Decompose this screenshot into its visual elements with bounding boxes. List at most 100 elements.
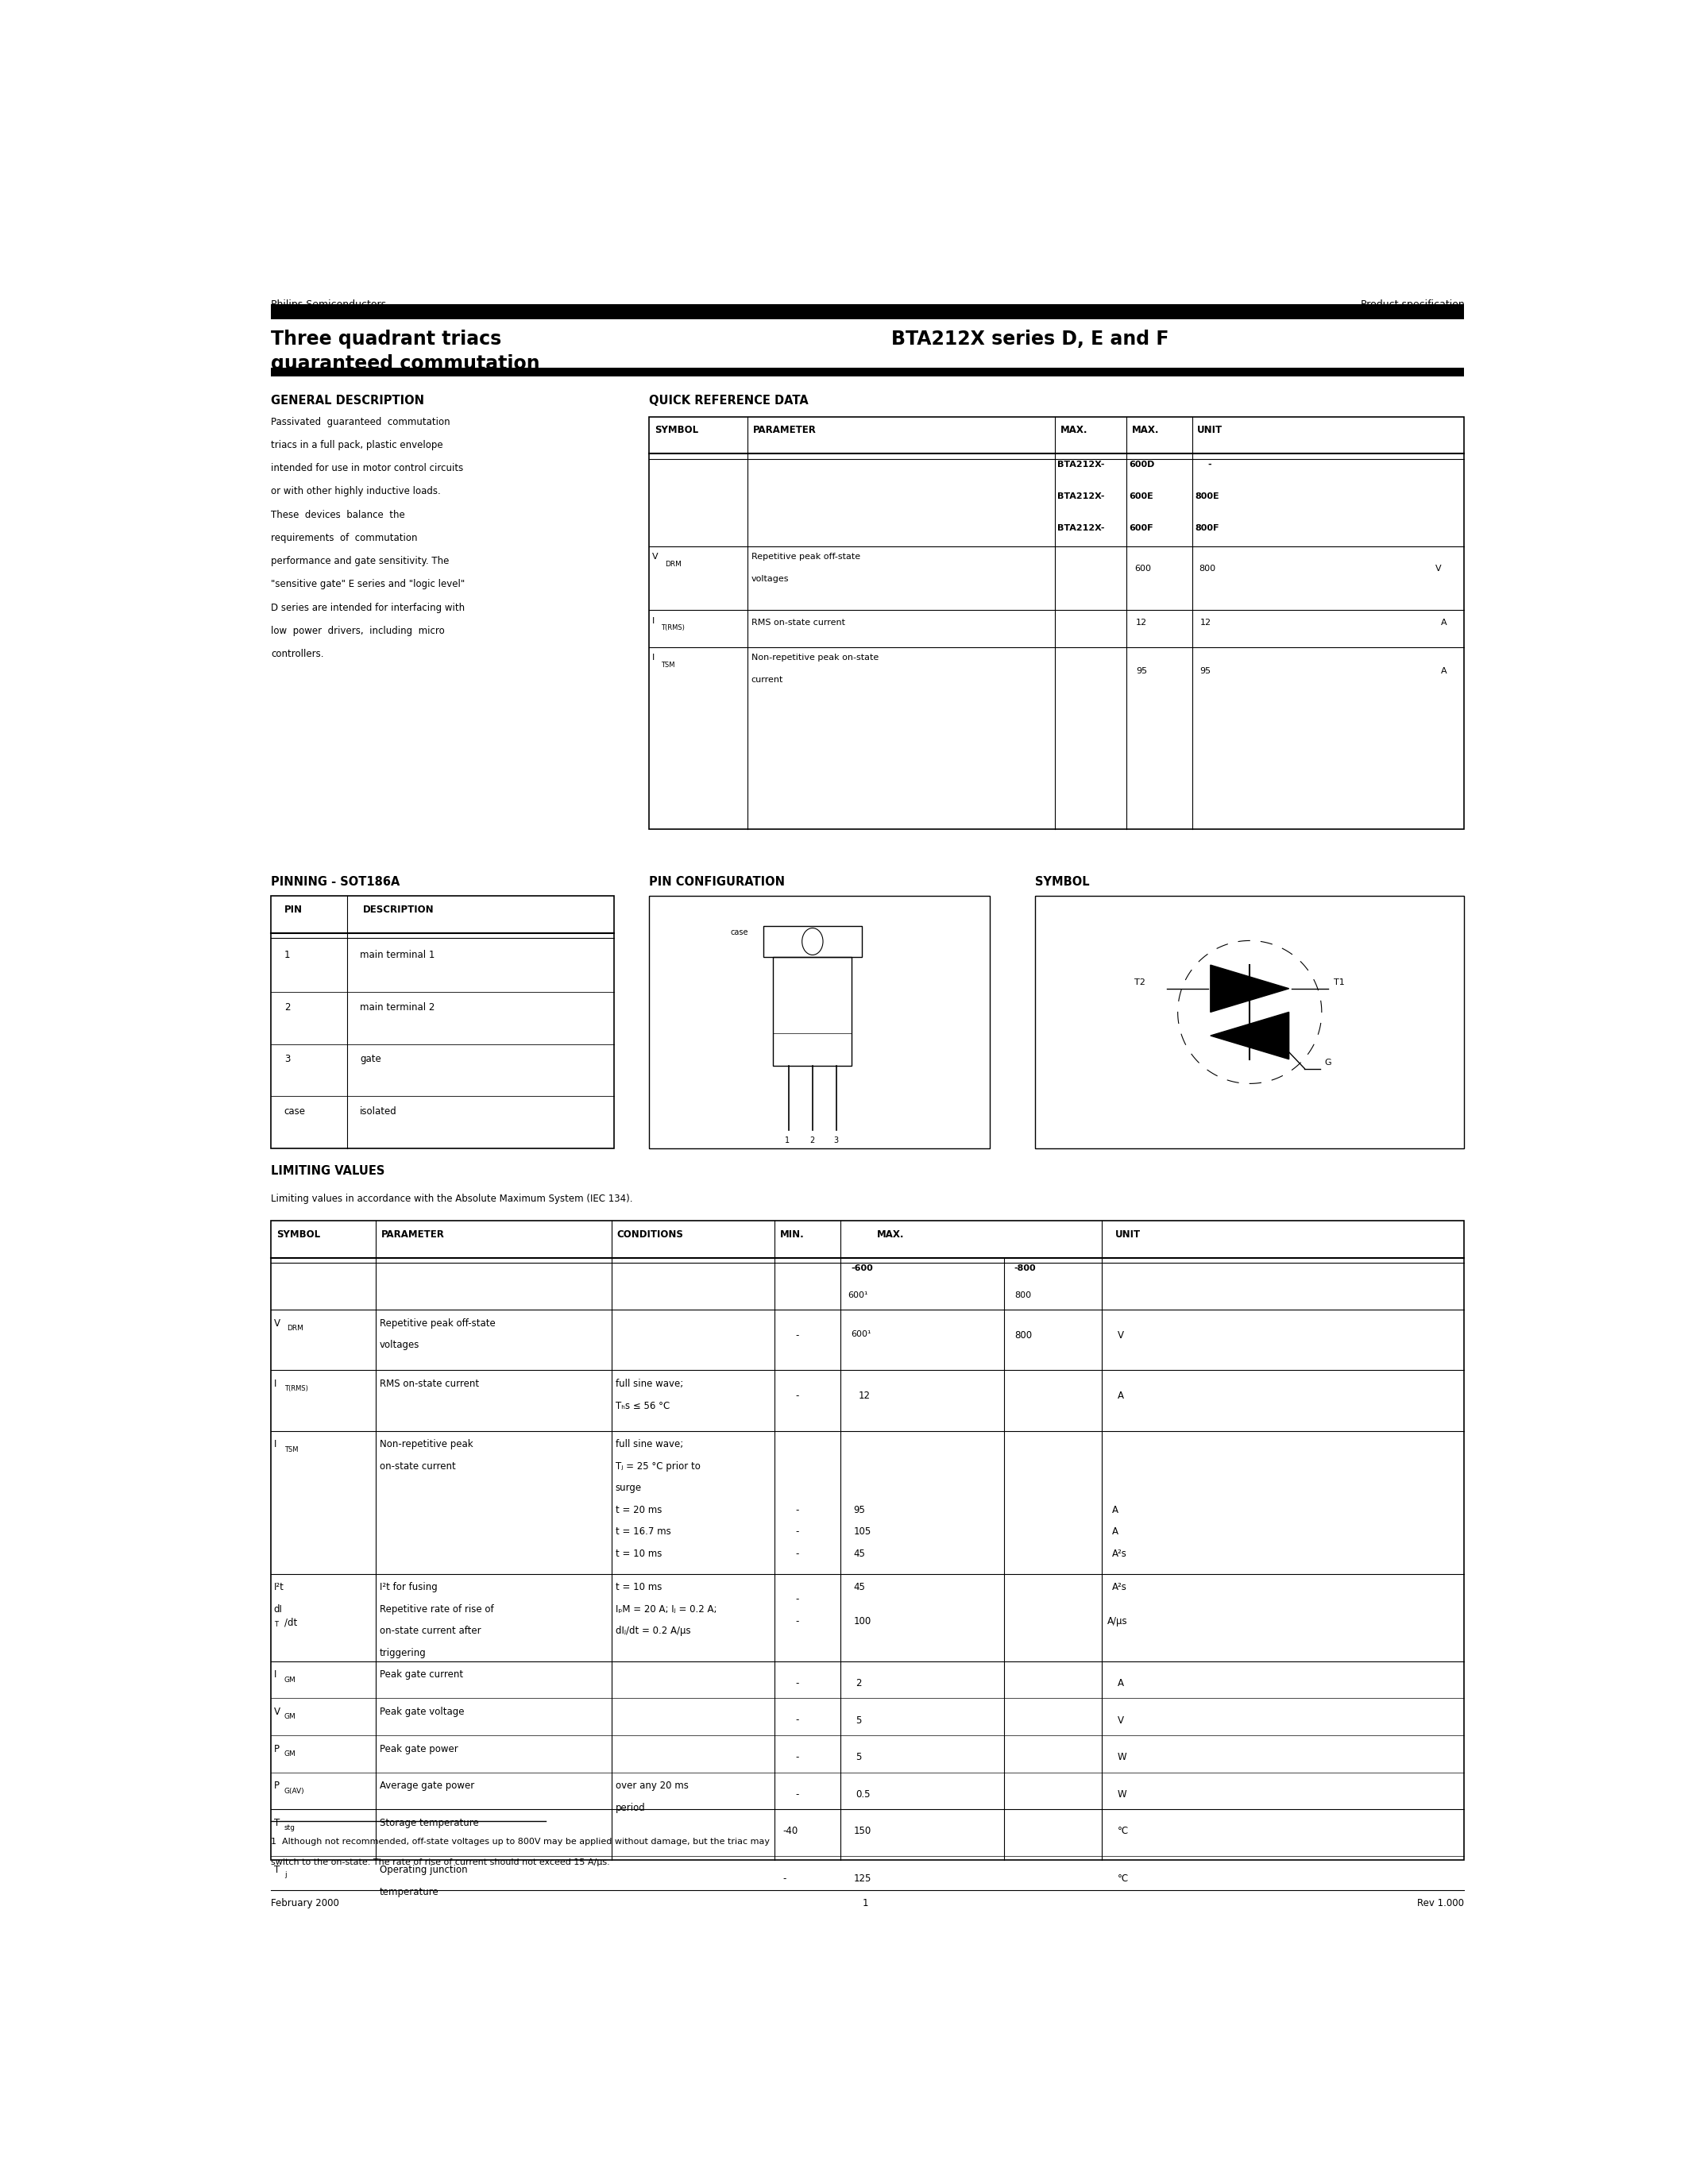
Text: t = 10 ms: t = 10 ms bbox=[614, 1548, 662, 1559]
Text: T(RMS): T(RMS) bbox=[662, 625, 685, 631]
Text: -: - bbox=[783, 1874, 787, 1883]
Text: DRM: DRM bbox=[665, 561, 682, 568]
Text: 2: 2 bbox=[856, 1677, 863, 1688]
Text: controllers.: controllers. bbox=[272, 649, 324, 660]
Text: BTA212X-: BTA212X- bbox=[1057, 524, 1104, 533]
Text: A²s: A²s bbox=[1112, 1581, 1128, 1592]
Text: 150: 150 bbox=[854, 1826, 871, 1837]
Text: MIN.: MIN. bbox=[780, 1230, 805, 1238]
Text: Product specification: Product specification bbox=[1361, 299, 1463, 310]
Text: j: j bbox=[284, 1872, 287, 1878]
Text: T(RMS): T(RMS) bbox=[284, 1385, 307, 1393]
Text: Philips Semiconductors: Philips Semiconductors bbox=[272, 299, 387, 310]
Text: PIN CONFIGURATION: PIN CONFIGURATION bbox=[650, 876, 785, 889]
Text: P: P bbox=[273, 1743, 279, 1754]
Text: full sine wave;: full sine wave; bbox=[614, 1378, 684, 1389]
Text: 1  Although not recommended, off-state voltages up to 800V may be applied withou: 1 Although not recommended, off-state vo… bbox=[272, 1837, 770, 1845]
Text: LIMITING VALUES: LIMITING VALUES bbox=[272, 1164, 385, 1177]
Text: °C: °C bbox=[1117, 1826, 1129, 1837]
Text: 95: 95 bbox=[1136, 668, 1148, 675]
Text: A/μs: A/μs bbox=[1107, 1616, 1128, 1627]
Text: 95: 95 bbox=[854, 1505, 866, 1516]
Text: I²t for fusing: I²t for fusing bbox=[380, 1581, 437, 1592]
Text: -: - bbox=[1209, 461, 1212, 467]
Text: Peak gate power: Peak gate power bbox=[380, 1743, 457, 1754]
Text: CONDITIONS: CONDITIONS bbox=[616, 1230, 684, 1238]
Text: -: - bbox=[795, 1616, 798, 1627]
Text: -600: -600 bbox=[851, 1265, 873, 1273]
Text: switch to the on-state. The rate of rise of current should not exceed 15 A/μs.: switch to the on-state. The rate of rise… bbox=[272, 1859, 609, 1865]
Text: 800F: 800F bbox=[1195, 524, 1219, 533]
Text: -: - bbox=[795, 1714, 798, 1725]
Text: RMS on-state current: RMS on-state current bbox=[380, 1378, 479, 1389]
Text: low  power  drivers,  including  micro: low power drivers, including micro bbox=[272, 625, 446, 636]
Text: Tⱼ = 25 °C prior to: Tⱼ = 25 °C prior to bbox=[614, 1461, 701, 1472]
Text: Rev 1.000: Rev 1.000 bbox=[1418, 1898, 1463, 1909]
Text: I²t: I²t bbox=[273, 1581, 284, 1592]
Text: triacs in a full pack, plastic envelope: triacs in a full pack, plastic envelope bbox=[272, 439, 444, 450]
Text: or with other highly inductive loads.: or with other highly inductive loads. bbox=[272, 487, 441, 496]
Text: V: V bbox=[273, 1319, 280, 1328]
Text: Repetitive peak off-state: Repetitive peak off-state bbox=[380, 1319, 496, 1328]
Text: -800: -800 bbox=[1014, 1265, 1036, 1273]
Text: Storage temperature: Storage temperature bbox=[380, 1817, 479, 1828]
Text: 1: 1 bbox=[785, 1136, 790, 1144]
Text: DRM: DRM bbox=[287, 1326, 304, 1332]
Text: 100: 100 bbox=[854, 1616, 871, 1627]
Text: 600F: 600F bbox=[1129, 524, 1153, 533]
Text: surge: surge bbox=[614, 1483, 641, 1494]
Bar bbox=[272, 304, 1463, 319]
Text: dIⱼ/dt = 0.2 A/μs: dIⱼ/dt = 0.2 A/μs bbox=[614, 1625, 690, 1636]
Text: PARAMETER: PARAMETER bbox=[753, 426, 815, 435]
Text: W: W bbox=[1117, 1789, 1128, 1800]
Text: -: - bbox=[795, 1391, 798, 1400]
Text: BTA212X-: BTA212X- bbox=[1057, 491, 1104, 500]
Text: Passivated  guaranteed  commutation: Passivated guaranteed commutation bbox=[272, 417, 451, 428]
Text: isolated: isolated bbox=[360, 1107, 397, 1116]
Text: t = 20 ms: t = 20 ms bbox=[614, 1505, 662, 1516]
Text: 5: 5 bbox=[856, 1714, 863, 1725]
Text: 800E: 800E bbox=[1195, 491, 1219, 500]
Text: A²s: A²s bbox=[1112, 1548, 1128, 1559]
Bar bbox=[763, 926, 861, 957]
Text: -: - bbox=[795, 1677, 798, 1688]
Text: triggering: triggering bbox=[380, 1647, 427, 1658]
Text: MAX.: MAX. bbox=[876, 1230, 905, 1238]
Text: 2: 2 bbox=[284, 1002, 290, 1013]
Text: 45: 45 bbox=[854, 1581, 866, 1592]
Text: I: I bbox=[273, 1669, 277, 1679]
Text: MAX.: MAX. bbox=[1133, 426, 1160, 435]
Text: PARAMETER: PARAMETER bbox=[381, 1230, 444, 1238]
Text: UNIT: UNIT bbox=[1116, 1230, 1141, 1238]
Text: T1: T1 bbox=[1334, 978, 1344, 987]
Text: I: I bbox=[273, 1378, 277, 1389]
Text: PIN: PIN bbox=[284, 904, 302, 915]
Text: T2: T2 bbox=[1134, 978, 1146, 987]
Text: 2: 2 bbox=[810, 1136, 815, 1144]
Text: °C: °C bbox=[1117, 1874, 1129, 1883]
Text: T: T bbox=[273, 1865, 280, 1876]
Text: 3: 3 bbox=[284, 1055, 290, 1064]
Text: 105: 105 bbox=[854, 1527, 871, 1538]
Text: 5: 5 bbox=[856, 1752, 863, 1762]
Text: G(AV): G(AV) bbox=[284, 1787, 304, 1795]
Text: Peak gate current: Peak gate current bbox=[380, 1669, 463, 1679]
Text: 45: 45 bbox=[854, 1548, 866, 1559]
Text: /dt: /dt bbox=[284, 1618, 297, 1627]
Text: IₚM = 20 A; Iⱼ = 0.2 A;: IₚM = 20 A; Iⱼ = 0.2 A; bbox=[614, 1603, 716, 1614]
Text: 600¹: 600¹ bbox=[847, 1291, 868, 1299]
Text: over any 20 ms: over any 20 ms bbox=[614, 1780, 689, 1791]
Text: guaranteed commutation: guaranteed commutation bbox=[272, 354, 540, 373]
Bar bbox=[272, 895, 614, 1149]
Text: 600E: 600E bbox=[1129, 491, 1155, 500]
Bar bbox=[272, 1221, 1463, 1859]
Text: -: - bbox=[795, 1789, 798, 1800]
Text: stg: stg bbox=[284, 1824, 295, 1832]
Text: SYMBOL: SYMBOL bbox=[1035, 876, 1090, 889]
Bar bbox=[272, 369, 1463, 376]
Text: Operating junction: Operating junction bbox=[380, 1865, 468, 1876]
Text: 600: 600 bbox=[1134, 566, 1151, 572]
Text: I: I bbox=[273, 1439, 277, 1450]
Text: case: case bbox=[284, 1107, 306, 1116]
Text: -: - bbox=[795, 1594, 798, 1605]
